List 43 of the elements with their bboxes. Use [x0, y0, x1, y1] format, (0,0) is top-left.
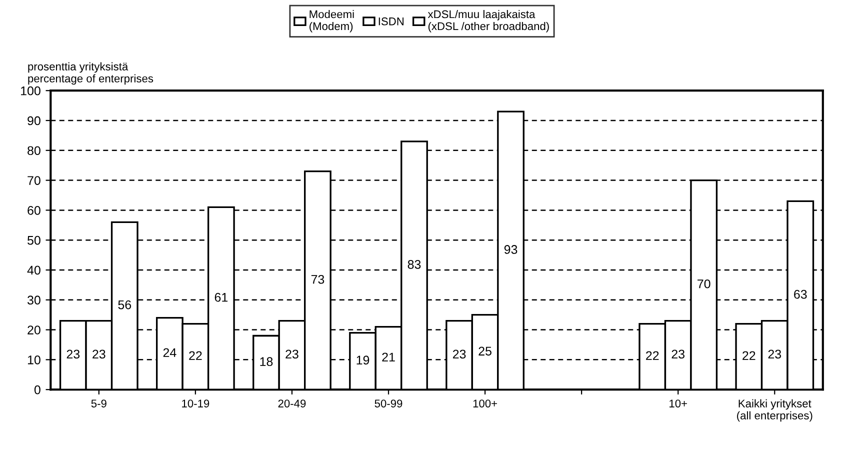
data-label: 25: [478, 346, 492, 356]
y-tick-label: 0: [34, 385, 40, 394]
data-label: 22: [742, 351, 756, 360]
y-axis-title: prosenttia yrityksistä percentage of enterprises: [28, 62, 154, 85]
x-tick-label: 20-49: [278, 400, 306, 408]
x-tick-label: 100+: [473, 400, 498, 408]
x-tick-label: 50-99: [374, 400, 402, 408]
data-label: 61: [214, 292, 228, 302]
data-label: 63: [794, 290, 807, 299]
data-label: 56: [118, 300, 132, 310]
x-tick-label: 5-9: [91, 400, 106, 408]
data-label: 21: [382, 352, 395, 362]
data-label: 93: [504, 245, 518, 254]
data-label: 24: [163, 348, 176, 357]
y-tick-label: 60: [28, 206, 40, 215]
data-label: 23: [768, 350, 782, 359]
x-tick-label: 10-19: [182, 400, 210, 408]
y-tick-label: 20: [28, 326, 40, 334]
y-tick-label: 40: [27, 266, 40, 275]
y-tick-label: 50: [28, 236, 40, 245]
data-label: 23: [92, 350, 106, 359]
y-tick-label: 30: [27, 296, 40, 305]
data-label: 19: [356, 356, 370, 365]
legend-label: xDSL/muu laajakaista (xDSL /other broadband): [428, 10, 549, 32]
data-label: 23: [672, 350, 685, 359]
legend-label: Modeemi (Modem): [310, 10, 354, 32]
x-tick-label: Kaikki yritykset (all enterprises): [737, 399, 812, 422]
data-label: 23: [452, 350, 466, 359]
data-label: 18: [260, 357, 273, 366]
y-tick-label: 90: [28, 116, 40, 126]
y-tick-label: 100: [21, 86, 40, 96]
data-label: 70: [698, 279, 710, 288]
y-tick-label: 80: [28, 146, 40, 156]
data-label: 22: [189, 351, 202, 360]
y-tick-label: 10: [28, 355, 40, 364]
y-tick-label: 70: [28, 176, 40, 185]
data-label: 83: [408, 260, 421, 269]
legend-label: ISDN: [378, 17, 404, 26]
data-label: 73: [311, 274, 324, 284]
data-label: 23: [286, 350, 298, 359]
data-label: 23: [66, 350, 80, 359]
data-label: 22: [646, 351, 659, 360]
x-tick-label: 10+: [670, 400, 687, 408]
